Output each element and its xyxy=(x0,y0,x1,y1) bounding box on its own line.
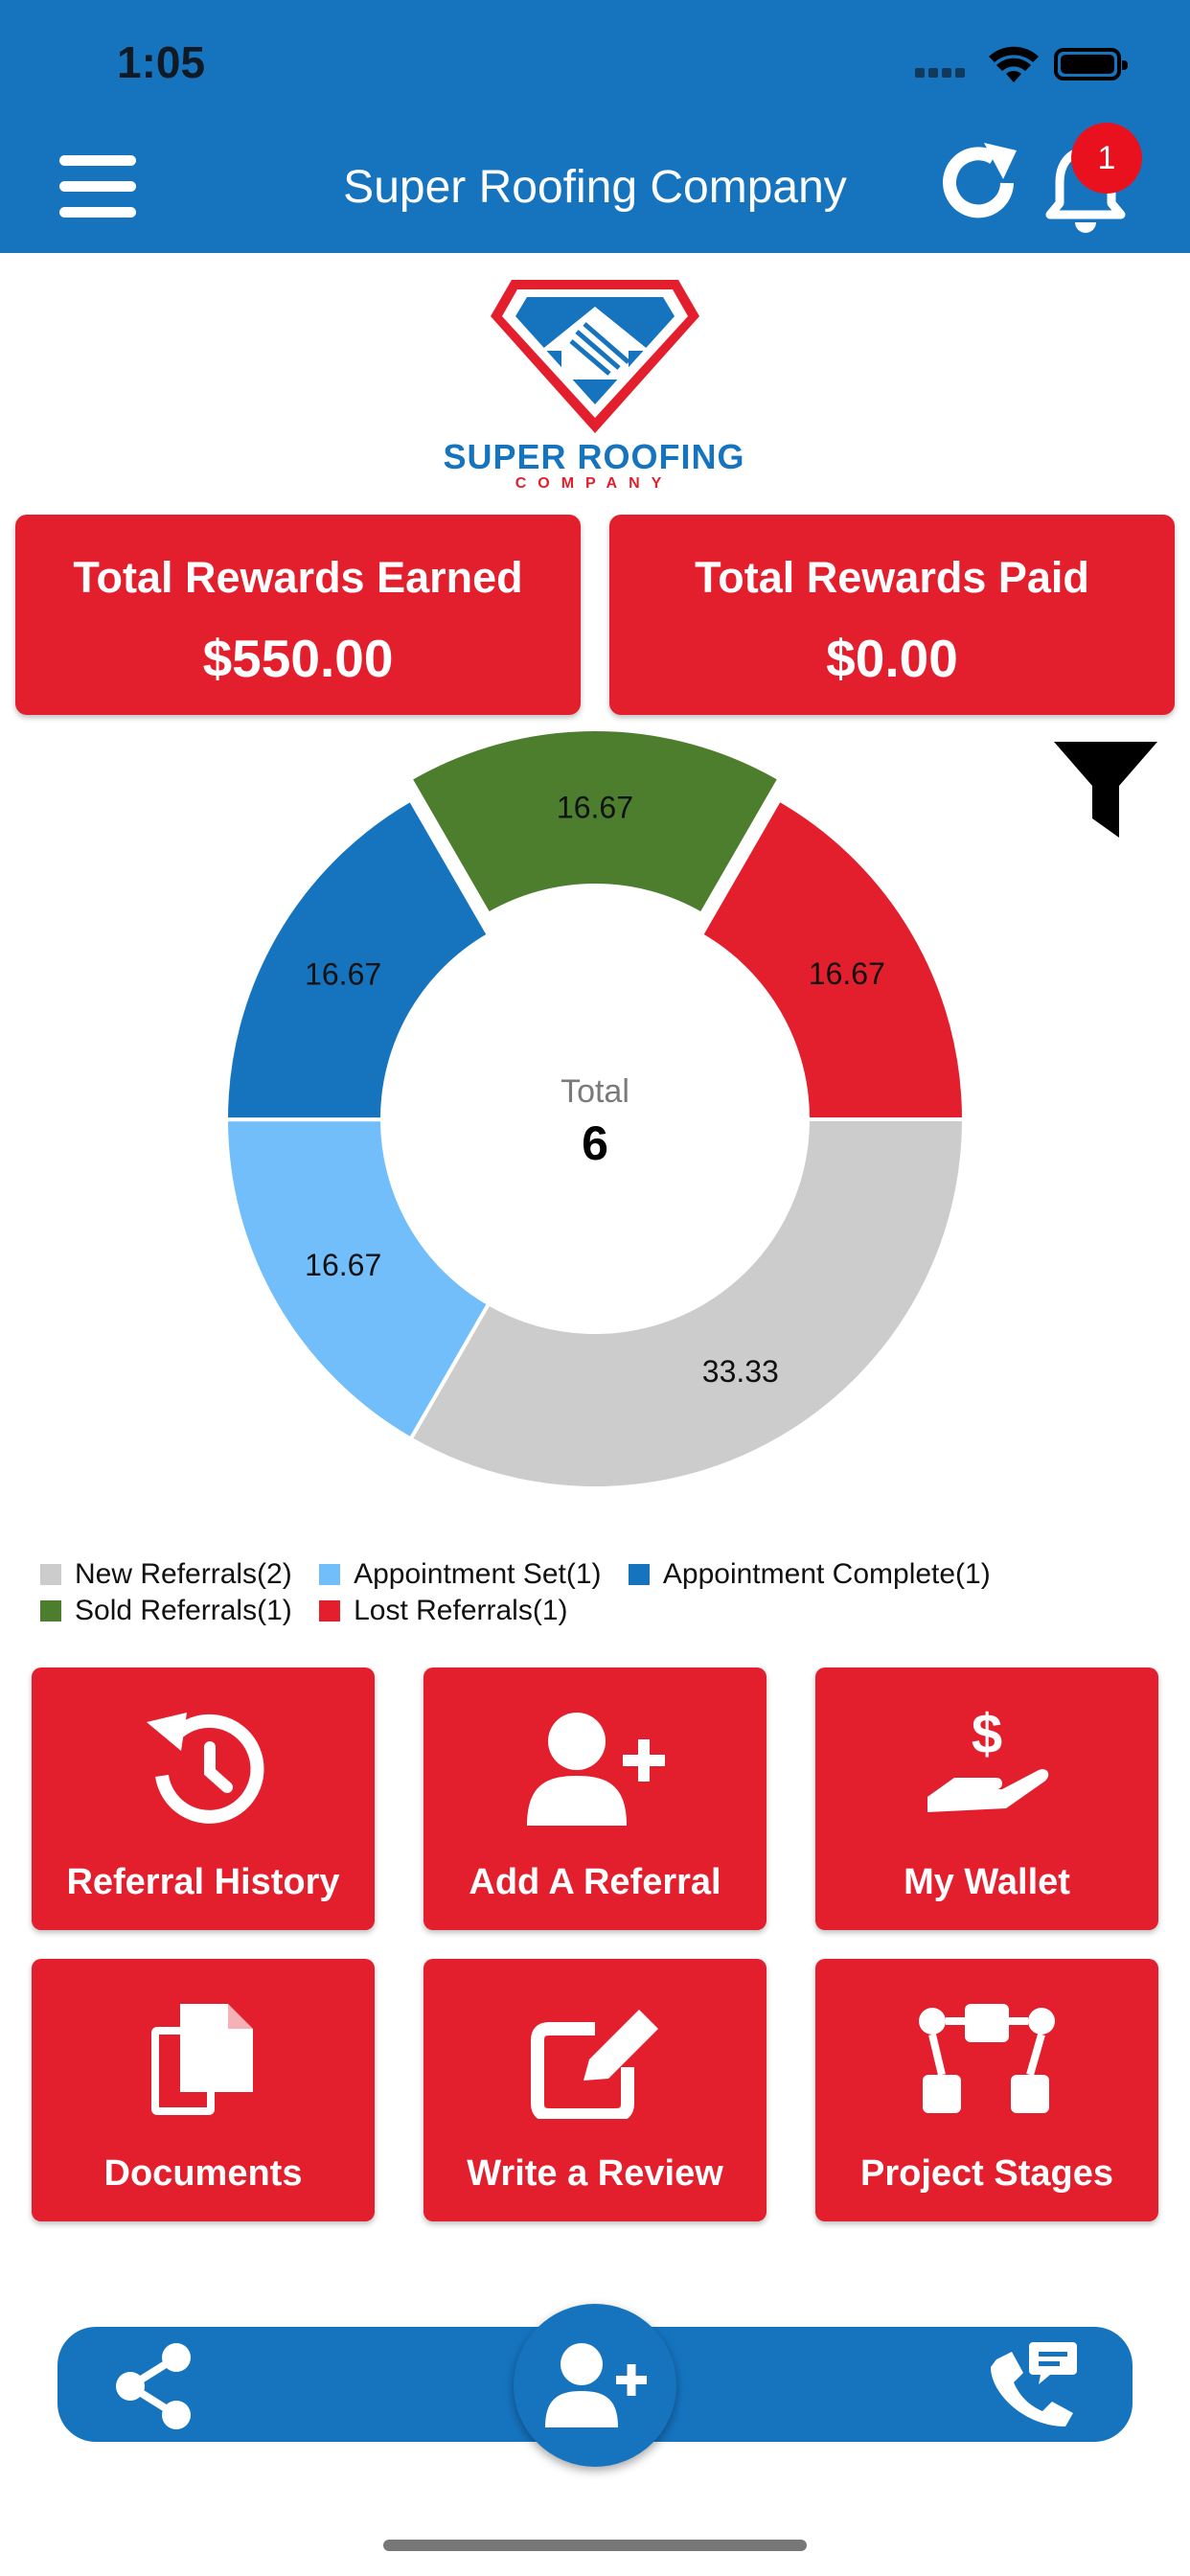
legend-swatch xyxy=(628,1564,650,1585)
wifi-icon xyxy=(987,44,1041,91)
tile-label: Write a Review xyxy=(467,2153,723,2194)
logo-name: SUPER ROOFING xyxy=(443,437,745,476)
legend-swatch xyxy=(40,1600,61,1622)
legend-swatch xyxy=(40,1564,61,1585)
add-referral-button[interactable]: Add A Referral xyxy=(423,1668,767,1930)
share-button[interactable] xyxy=(113,2342,194,2435)
chart-center-value: 6 xyxy=(582,1116,608,1170)
slice-value-label: 16.67 xyxy=(305,1248,381,1282)
page-title: Super Roofing Company xyxy=(343,162,847,213)
referral-history-button[interactable]: Referral History xyxy=(32,1668,375,1930)
call-chat-button[interactable] xyxy=(987,2338,1077,2433)
add-user-icon xyxy=(545,2343,647,2427)
chart-center-label: Total xyxy=(561,1073,629,1110)
share-icon xyxy=(116,2343,191,2429)
tile-label: Project Stages xyxy=(860,2153,1113,2194)
tile-label: My Wallet xyxy=(904,1862,1070,1902)
filter-icon xyxy=(1054,742,1157,838)
rewards-paid-value: $0.00 xyxy=(826,629,958,688)
tile-label: Referral History xyxy=(66,1862,340,1902)
status-time: 1:05 xyxy=(117,37,206,87)
project-stages-button[interactable]: Project Stages xyxy=(815,1959,1158,2221)
legend-item: Lost Referrals(1) xyxy=(319,1594,568,1628)
history-icon xyxy=(32,1706,375,1830)
legend-item: Sold Referrals(1) xyxy=(40,1594,292,1628)
chart-legend: New Referrals(2) Appointment Set(1) Appo… xyxy=(40,1557,1171,1630)
slice-value-label: 16.67 xyxy=(305,956,381,991)
company-logo xyxy=(485,274,705,442)
svg-text:$: $ xyxy=(972,1709,1002,1765)
chart-slice[interactable] xyxy=(698,796,967,1121)
add-referral-fab[interactable] xyxy=(514,2304,676,2467)
slice-value-label: 16.67 xyxy=(557,791,633,825)
documents-icon xyxy=(32,1997,375,2122)
chart-slice[interactable] xyxy=(407,728,783,917)
rewards-paid-label: Total Rewards Paid xyxy=(695,553,1089,602)
legend-item: Appointment Set(1) xyxy=(319,1557,602,1592)
add-user-icon xyxy=(423,1706,767,1830)
chart-slice[interactable] xyxy=(223,1117,492,1442)
rewards-earned-card: Total Rewards Earned $550.00 xyxy=(15,515,581,715)
edit-icon xyxy=(423,1997,767,2122)
tile-label: Documents xyxy=(103,2153,303,2194)
referral-donut-chart: Total 6 33.33 16.67 16.67 16.67 16.67 xyxy=(223,728,967,1490)
menu-button[interactable] xyxy=(59,155,136,222)
rewards-paid-card: Total Rewards Paid $0.00 xyxy=(609,515,1175,715)
chart-inner-ring xyxy=(380,905,810,1334)
rewards-earned-label: Total Rewards Earned xyxy=(73,553,523,602)
legend-swatch xyxy=(319,1600,341,1622)
legend-swatch xyxy=(319,1564,341,1585)
slice-value-label: 33.33 xyxy=(702,1354,779,1389)
stages-icon xyxy=(815,1997,1158,2122)
refresh-button[interactable] xyxy=(934,139,1022,232)
phone-chat-icon xyxy=(991,2342,1077,2426)
logo-subtitle: COMPANY xyxy=(515,475,674,492)
legend-item: Appointment Complete(1) xyxy=(628,1557,991,1592)
filter-button[interactable] xyxy=(1052,738,1159,850)
slice-value-label: 16.67 xyxy=(809,956,885,991)
chart-slice[interactable] xyxy=(223,796,492,1122)
documents-button[interactable]: Documents xyxy=(32,1959,375,2221)
battery-icon xyxy=(1054,48,1128,80)
tile-label: Add A Referral xyxy=(469,1862,721,1902)
wallet-hand-icon: $ xyxy=(815,1706,1158,1830)
write-review-button[interactable]: Write a Review xyxy=(423,1959,767,2221)
home-indicator xyxy=(383,2540,807,2551)
signal-icon xyxy=(915,65,974,79)
notification-badge: 1 xyxy=(1071,123,1142,194)
refresh-icon xyxy=(943,143,1017,218)
my-wallet-button[interactable]: $ My Wallet xyxy=(815,1668,1158,1930)
legend-item: New Referrals(2) xyxy=(40,1557,292,1592)
rewards-earned-value: $550.00 xyxy=(202,629,394,688)
chart-slice[interactable] xyxy=(407,1117,967,1490)
